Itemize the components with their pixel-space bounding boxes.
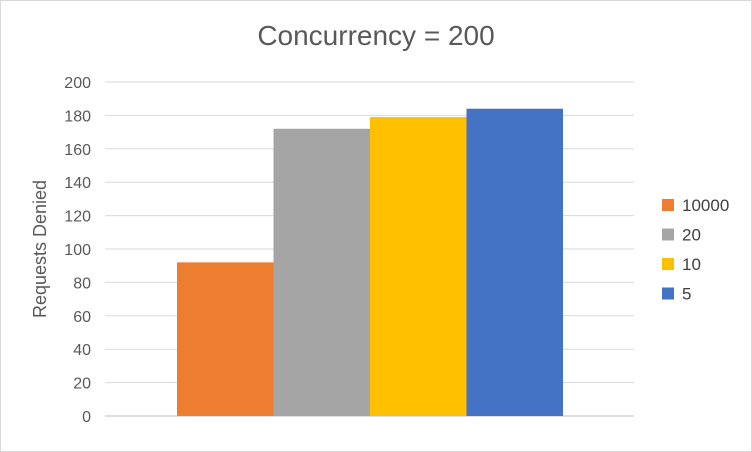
y-tick-label: 140	[64, 175, 91, 192]
chart-title: Concurrency = 200	[257, 20, 494, 51]
legend: 10000 20 10 5	[662, 196, 729, 304]
y-tick-label: 80	[73, 275, 91, 292]
y-tick-label: 160	[64, 142, 91, 159]
legend-swatch	[662, 258, 674, 270]
bar-series-10	[370, 117, 467, 416]
legend-label: 10	[682, 255, 701, 274]
legend-label: 20	[682, 226, 701, 245]
y-tick-label: 120	[64, 209, 91, 226]
bar-series-5	[466, 108, 563, 416]
y-tick-label: 100	[64, 242, 91, 259]
y-tick-label: 0	[82, 409, 91, 426]
y-tick-label: 40	[73, 342, 91, 359]
legend-swatch	[662, 199, 674, 211]
bar-series-10000	[177, 262, 274, 416]
y-tick-label: 180	[64, 108, 91, 125]
legend-swatch	[662, 287, 674, 300]
legend-swatch	[662, 228, 674, 241]
y-axis-ticks: 0 20 40 60 80 100 120 140 160 180 200	[64, 75, 91, 426]
bar-series-20	[273, 128, 370, 416]
y-tick-label: 200	[64, 75, 91, 92]
y-axis-title: Requests Denied	[30, 180, 50, 318]
y-tick-label: 60	[73, 309, 91, 326]
legend-label: 5	[682, 285, 691, 304]
y-tick-label: 20	[73, 376, 91, 393]
bars	[177, 108, 563, 416]
legend-label: 10000	[682, 196, 729, 215]
